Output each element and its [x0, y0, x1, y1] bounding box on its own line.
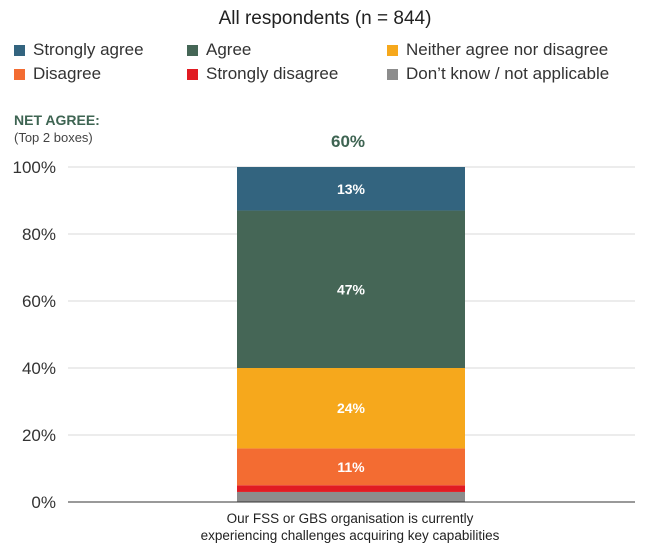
- x-category-label-line-2: experiencing challenges acquiring key ca…: [200, 528, 500, 543]
- y-tick-label: 80%: [22, 225, 56, 244]
- y-tick-label: 60%: [22, 292, 56, 311]
- chart-title: All respondents (n = 844): [218, 8, 432, 29]
- bar-segment-strongly-disagree: [237, 485, 465, 492]
- legend-label-strongly-disagree: Strongly disagree: [206, 64, 339, 83]
- y-tick-label: 0%: [31, 493, 56, 512]
- legend-label-dont-know: Don’t know / not applicable: [406, 64, 610, 83]
- data-label-strongly-agree: 13%: [337, 181, 366, 197]
- legend-label-agree: Agree: [206, 40, 252, 59]
- legend-swatch-dont-know: [387, 69, 398, 80]
- y-tick-label: 40%: [22, 359, 56, 378]
- data-label-agree: 47%: [337, 281, 366, 297]
- legend-label-strongly-agree: Strongly agree: [33, 40, 144, 59]
- x-category-label-line-1: Our FSS or GBS organisation is currently: [226, 511, 474, 526]
- bar-segment-don-t-know-not-applicable: [237, 491, 465, 502]
- legend-swatch-agree: [187, 45, 198, 56]
- net-agree-value: 60%: [331, 132, 366, 151]
- y-tick-label: 100%: [13, 158, 56, 177]
- net-agree-sublabel: (Top 2 boxes): [14, 130, 93, 145]
- legend-swatch-strongly-agree: [14, 45, 25, 56]
- legend-swatch-strongly-disagree: [187, 69, 198, 80]
- bar-segment-agree: [237, 210, 465, 368]
- data-label-neither-agree-nor-disagree: 24%: [337, 400, 366, 416]
- legend-swatch-neither: [387, 45, 398, 56]
- bar-segment-disagree: [237, 448, 465, 486]
- bar-segment-neither-agree-nor-disagree: [237, 368, 465, 449]
- net-agree-label: NET AGREE:: [14, 112, 100, 128]
- y-tick-label: 20%: [22, 426, 56, 445]
- x-category-label: Our FSS or GBS organisation is currently…: [150, 510, 550, 544]
- legend-label-neither: Neither agree nor disagree: [406, 40, 609, 59]
- bar-segment-strongly-agree: [237, 167, 465, 211]
- legend-label-disagree: Disagree: [33, 64, 102, 83]
- data-label-disagree: 11%: [337, 459, 365, 475]
- legend-swatch-disagree: [14, 69, 25, 80]
